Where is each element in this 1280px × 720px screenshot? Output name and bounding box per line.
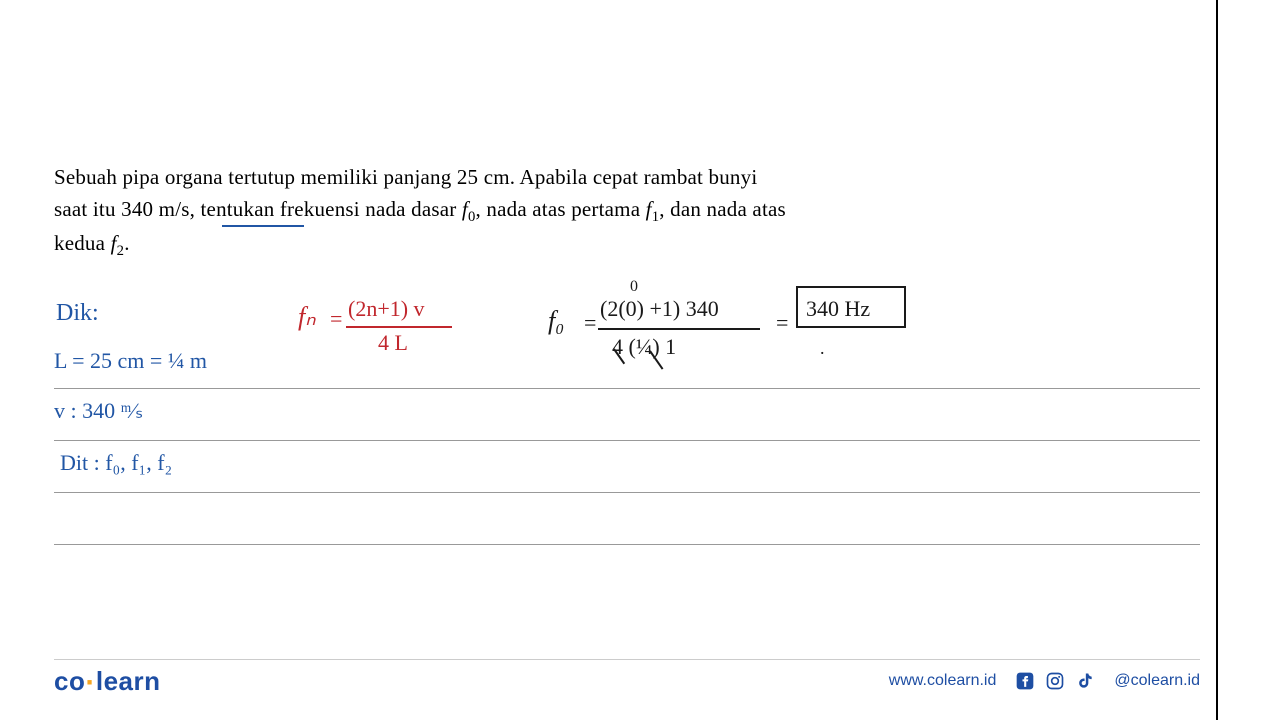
logo-co: co (54, 666, 85, 696)
footer-handle: @colearn.id (1114, 672, 1200, 690)
formula-den: 4 L (378, 330, 408, 356)
problem-text-2e: , dan nada atas (659, 197, 786, 221)
hw-dik: Dik: (56, 300, 99, 327)
footer-url: www.colearn.id (889, 672, 997, 690)
problem-text-2a: saat itu 340 m/s, tentukan frekuensi nad… (54, 197, 462, 221)
sub-0: 0 (468, 209, 476, 225)
formula-eq: = (330, 306, 342, 332)
logo-dot-icon: · (85, 666, 96, 699)
social-icons (1014, 670, 1096, 692)
problem-line2: saat itu 340 m/s, tentukan frekuensi nad… (54, 194, 1200, 228)
annotation-zero: 0 (630, 278, 638, 296)
calc-f0: f₀ (548, 306, 564, 336)
page-border (1216, 0, 1218, 720)
rule-4 (54, 544, 1200, 545)
rule-3 (54, 492, 1200, 493)
calc-frac-line (598, 328, 760, 330)
result-text: 340 Hz (806, 296, 870, 322)
problem-content: Sebuah pipa organa tertutup memiliki pan… (54, 162, 1200, 262)
formula-frac-line (346, 326, 452, 328)
rule-2 (54, 440, 1200, 441)
footer-right: www.colearn.id @colearn.id (889, 670, 1200, 692)
problem-text-3a: kedua (54, 231, 111, 255)
logo: co·learn (54, 664, 161, 698)
hw-v: v : 340 ᵐ∕ₛ (54, 398, 143, 424)
formula-fn: fₙ (298, 302, 316, 332)
calc-eq: = (584, 310, 596, 336)
hw-dit: Dit : f₀, f₁, f₂ (60, 450, 172, 476)
problem-text-2c: , nada atas pertama (476, 197, 646, 221)
footer-divider (54, 659, 1200, 660)
logo-learn: learn (96, 666, 161, 696)
problem-text-3c: . (124, 231, 129, 255)
underline-tentukan (222, 225, 304, 227)
calc-eq2: = (776, 310, 788, 336)
instagram-icon (1044, 670, 1066, 692)
calc-num: (2(0) +1) 340 (600, 296, 719, 322)
facebook-icon (1014, 670, 1036, 692)
rule-1 (54, 388, 1200, 389)
dot: . (820, 338, 825, 359)
problem-line3: kedua f2. (54, 228, 1200, 262)
problem-line1: Sebuah pipa organa tertutup memiliki pan… (54, 162, 1200, 194)
problem-text-1: Sebuah pipa organa tertutup memiliki pan… (54, 165, 757, 189)
tiktok-icon (1074, 670, 1096, 692)
formula-num: (2n+1) v (348, 296, 425, 322)
footer: co·learn www.colearn.id @colearn.id (54, 664, 1200, 698)
calc-den: 4 (¼) 1 (612, 334, 676, 360)
hw-L: L = 25 cm = ¼ m (54, 348, 207, 374)
